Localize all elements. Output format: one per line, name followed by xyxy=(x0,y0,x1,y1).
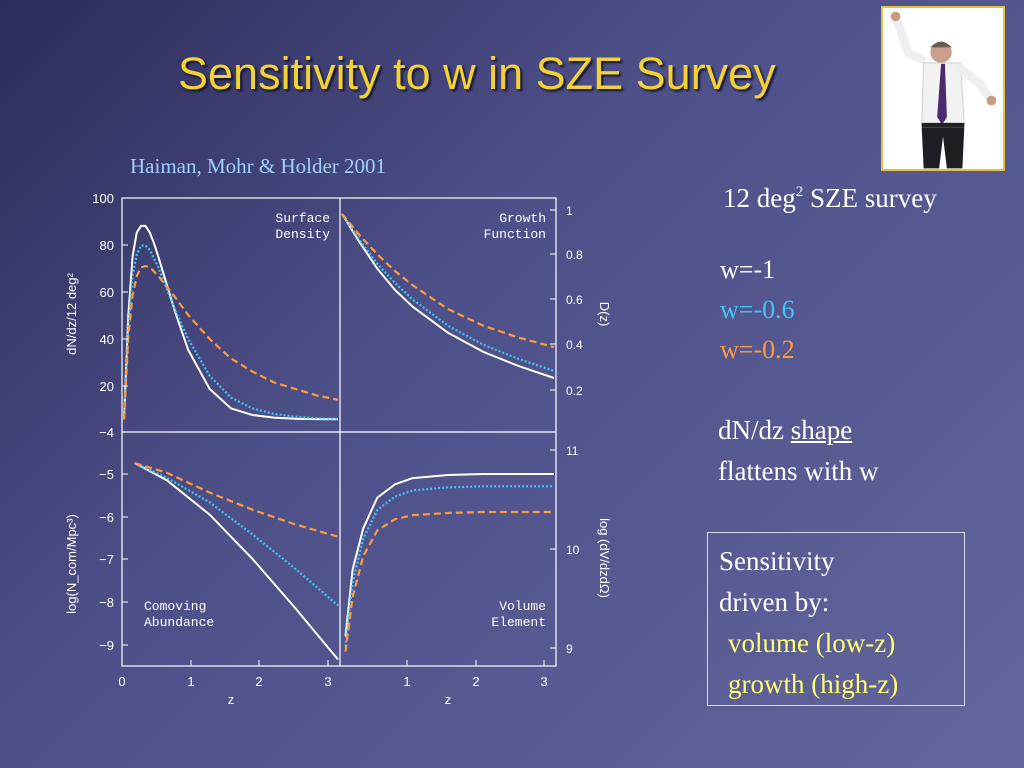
box-line-1: Sensitivity xyxy=(719,546,835,576)
panel-annotation-bottom-right-0: Volume xyxy=(499,599,546,614)
xtick-bottom-left-3: 3 xyxy=(324,674,331,689)
shape-underlined-word: shape xyxy=(790,415,853,445)
ylabel-top-right: D(z) xyxy=(597,302,612,327)
shape-statement: dN/dz shape flattens with w xyxy=(718,410,878,492)
xlabel-bottom-right: z xyxy=(445,692,452,707)
survey-prefix: 12 deg xyxy=(723,183,796,213)
series-line-bottom-left-1 xyxy=(134,462,339,607)
ytick-bottom-left-2: −7 xyxy=(99,552,114,567)
panel-annotation-top-left-1: Density xyxy=(275,227,330,242)
shape-line-1: dN/dz shape xyxy=(718,410,878,451)
ytick-top-left-1: 80 xyxy=(100,238,114,253)
ylabel-bottom-left: log(N_com/Mpc³) xyxy=(64,514,79,614)
series-line-bottom-right-0 xyxy=(344,473,554,637)
presenter-photo xyxy=(881,6,1005,171)
figure-panels: Surface Density Growth Function Comoving Abun… xyxy=(54,186,620,708)
panel-annotation-top-left-0: Surface xyxy=(275,211,330,226)
ytick-bottom-left-1: −6 xyxy=(99,510,114,525)
xtick-bottom-right-2: 3 xyxy=(540,674,547,689)
xtick-bottom-right-0: 1 xyxy=(403,674,410,689)
ytick-bottom-left-4: −9 xyxy=(99,638,114,653)
survey-superscript: 2 xyxy=(795,184,804,200)
series-line-bottom-left-2 xyxy=(134,461,339,538)
ytick-top-right-1: 0.8 xyxy=(566,248,583,262)
ytick-top-right-3: 0.4 xyxy=(566,338,583,352)
survey-suffix: SZE survey xyxy=(803,183,937,213)
survey-label: 12 deg2 SZE survey xyxy=(723,183,937,214)
legend-item-w-0.2: w=-0.2 xyxy=(720,335,795,364)
series-line-top-left-2 xyxy=(122,264,339,420)
xlabel-bottom-left: z xyxy=(228,692,235,707)
ytick-top-left-3: 40 xyxy=(100,332,114,347)
series-line-bottom-left-0 xyxy=(134,462,339,661)
shape-line-2: flattens with w xyxy=(718,456,879,486)
series-line-bottom-right-2 xyxy=(344,510,554,652)
ytick-top-right-2: 0.6 xyxy=(566,293,583,307)
shape-line-1-prefix: dN/dz xyxy=(718,415,791,445)
citation: Haiman, Mohr & Holder 2001 xyxy=(130,154,387,178)
ytick-bottom-right-1: 10 xyxy=(566,543,580,557)
series-line-top-right-1 xyxy=(341,213,555,372)
panel-annotation-top-right-0: Growth xyxy=(499,211,546,226)
ylabel-bottom-right: log (dV/dzdΩ) xyxy=(597,518,612,598)
box-line-4: growth (high-z) xyxy=(728,669,899,699)
series-line-top-right-2 xyxy=(341,213,555,349)
series-line-top-left-0 xyxy=(123,224,339,421)
xtick-bottom-left-2: 2 xyxy=(255,674,262,689)
panel-annotation-bottom-right-1: Element xyxy=(491,615,546,630)
ytick-top-right-4: 0.2 xyxy=(566,384,583,398)
xtick-bottom-right-1: 2 xyxy=(472,674,479,689)
person-illustration xyxy=(883,8,1003,169)
series-line-bottom-right-1 xyxy=(344,485,554,647)
ytick-top-left-0: 100 xyxy=(92,191,114,206)
panel-annotation-bottom-left-1: Abundance xyxy=(144,615,214,630)
legend-item-w-1: w=-1 xyxy=(720,255,776,284)
ytick-top-right-0: 1 xyxy=(566,204,573,218)
legend: w=-1 w=-0.6 w=-0.2 xyxy=(720,250,795,370)
xtick-bottom-left-1: 1 xyxy=(187,674,194,689)
box-line-2: driven by: xyxy=(719,587,830,617)
ytick-bottom-left-0: −5 xyxy=(99,467,114,482)
panel-annotation-bottom-left-0: Comoving xyxy=(144,599,206,614)
xtick-bottom-left-0: 0 xyxy=(118,674,125,689)
ytick-top-left-4: 20 xyxy=(100,379,114,394)
ylabel-top-left: dN/dz/12 deg² xyxy=(64,273,79,355)
ytick-bottom-right-2: 9 xyxy=(566,642,573,656)
panel-annotation-top-right-1: Function xyxy=(484,227,546,242)
ytick-bottom-left-3: −8 xyxy=(99,595,114,610)
ytick-top-left-2: 60 xyxy=(100,285,114,300)
series-line-top-right-0 xyxy=(341,213,555,379)
ytick-top-left-5: −4 xyxy=(99,425,114,440)
ytick-bottom-right-0: 11 xyxy=(566,444,579,458)
slide-title: Sensitivity to w in SZE Survey xyxy=(178,48,776,99)
legend-item-w-0.6: w=-0.6 xyxy=(720,295,795,324)
box-line-3: volume (low-z) xyxy=(728,628,896,658)
series-line-top-left-1 xyxy=(122,244,339,420)
sensitivity-box: Sensitivity driven by: volume (low-z) gr… xyxy=(707,532,965,706)
